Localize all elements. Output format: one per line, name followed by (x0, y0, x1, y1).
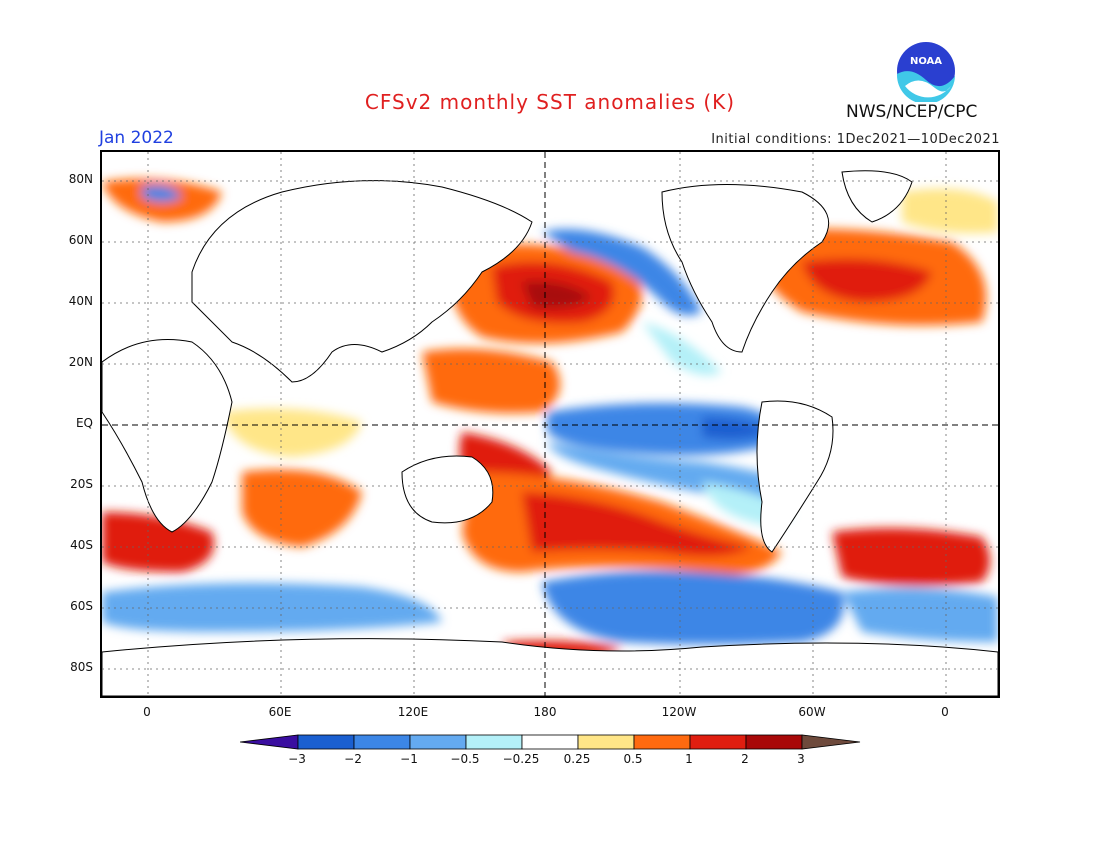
x-tick-label: 180 (533, 705, 557, 719)
colorbar-segment (633, 734, 691, 750)
map-canvas (102, 152, 998, 696)
colorbar-segment (353, 734, 411, 750)
colorbar-label: 2 (741, 752, 749, 766)
colorbar-label: −0.25 (502, 752, 540, 766)
forecast-month-label: Jan 2022 (99, 128, 174, 148)
colorbar-segment (577, 734, 635, 750)
colorbar (240, 734, 861, 750)
initial-conditions-label: Initial conditions: 1Dec2021—10Dec2021 (711, 132, 1000, 147)
colorbar-segment (465, 734, 523, 750)
y-tick-label: 60N (68, 233, 93, 247)
x-tick-label: 120W (661, 705, 697, 719)
x-tick-label: 120E (397, 705, 429, 719)
colorbar-label: 0.5 (623, 752, 643, 766)
continents (102, 170, 998, 696)
x-tick-label: 0 (941, 705, 949, 719)
colorbar-segment (521, 734, 579, 750)
colorbar-label: 1 (685, 752, 693, 766)
colorbar-segment (745, 734, 803, 750)
x-tick-label: 60W (798, 705, 826, 719)
y-tick-label: 20S (70, 477, 93, 491)
agency-label: NWS/NCEP/CPC (846, 102, 978, 122)
y-tick-label: 80S (70, 660, 93, 674)
colorbar-label: −0.5 (450, 752, 480, 766)
colorbar-label: −1 (400, 752, 418, 766)
colorbar-segment (240, 734, 299, 750)
noaa-logo-icon: NOAA (896, 42, 955, 102)
y-tick-label: 40N (68, 294, 93, 308)
equator-dateline (102, 152, 998, 696)
lat-lon-grid (102, 152, 998, 696)
colorbar-segment (801, 734, 861, 750)
colorbar-segment (297, 734, 355, 750)
colorbar-segment (409, 734, 467, 750)
sst-anomaly-map (100, 150, 1000, 698)
y-tick-label: 80N (68, 172, 93, 186)
y-tick-label: 60S (70, 599, 93, 613)
y-tick-label: 20N (68, 355, 93, 369)
noaa-logo-text: NOAA (910, 56, 942, 67)
y-tick-label: 40S (70, 538, 93, 552)
colorbar-label: 0.25 (563, 752, 591, 766)
x-tick-label: 0 (143, 705, 151, 719)
colorbar-segment (689, 734, 747, 750)
colorbar-label: −3 (288, 752, 306, 766)
x-tick-label: 60E (268, 705, 292, 719)
y-tick-label: EQ (75, 416, 93, 430)
colorbar-label: 3 (797, 752, 805, 766)
map-title: CFSv2 monthly SST anomalies (K) (364, 90, 736, 114)
colorbar-label: −2 (344, 752, 362, 766)
